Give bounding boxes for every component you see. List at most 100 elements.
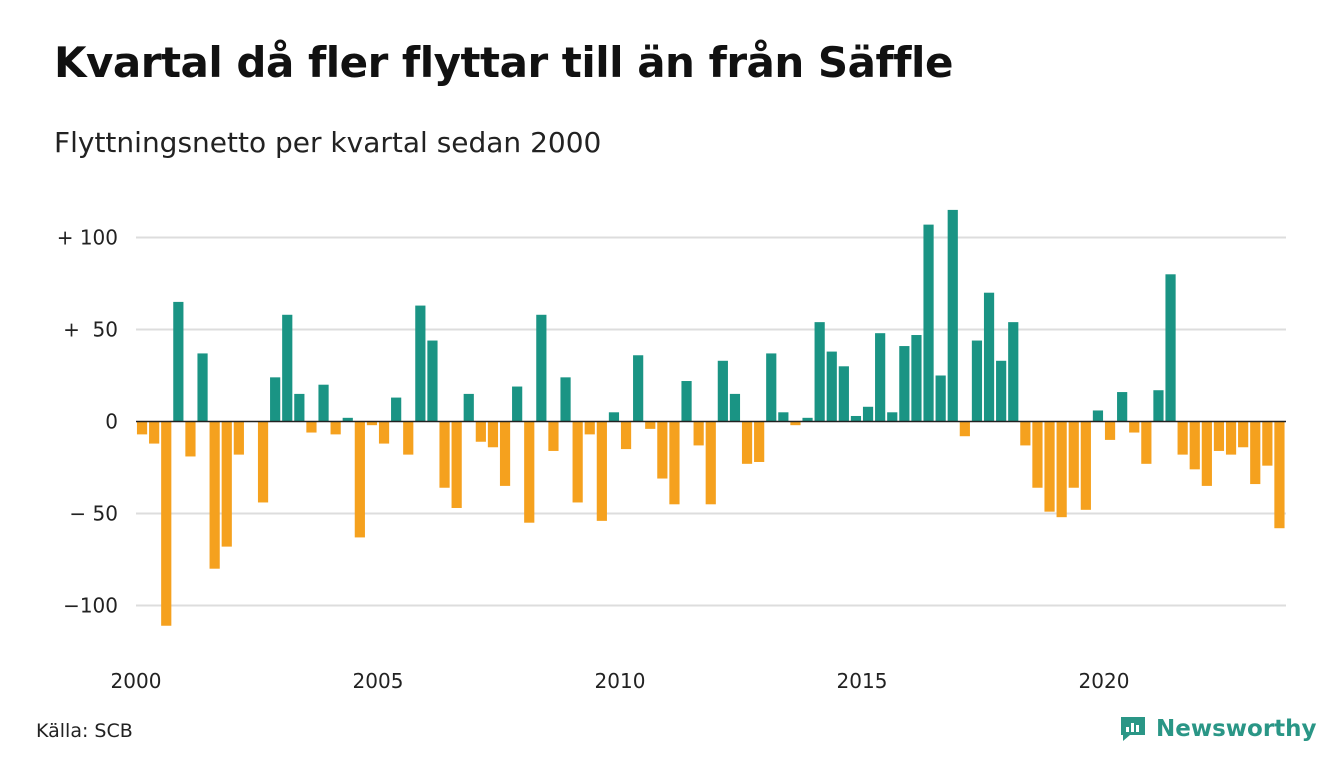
- bar-negative: [1141, 421, 1152, 464]
- bars: [136, 209, 1285, 626]
- bar-negative: [1201, 421, 1212, 486]
- bar-negative: [741, 421, 753, 464]
- bar-positive: [463, 393, 474, 422]
- y-tick-label: − 50: [69, 502, 118, 526]
- y-tick-label: 0: [105, 410, 118, 434]
- bar-negative: [1056, 421, 1067, 518]
- bar-negative: [524, 421, 535, 523]
- bar-positive: [875, 333, 886, 422]
- bar-negative: [499, 421, 511, 486]
- source-credit: Källa: SCB: [36, 720, 133, 742]
- bar-negative: [1044, 421, 1055, 512]
- bar-negative: [366, 421, 378, 426]
- bar-negative: [596, 421, 607, 521]
- y-axis-labels: + 100 + 50 0 − 50 −100: [57, 226, 118, 618]
- bar-negative: [378, 421, 390, 444]
- bar-negative: [959, 421, 970, 437]
- bar-positive: [899, 346, 910, 422]
- bar-positive: [197, 353, 208, 422]
- brand-name: Newsworthy: [1156, 716, 1317, 742]
- bar-negative: [185, 421, 196, 457]
- bar-positive: [1008, 322, 1019, 422]
- bar-negative: [439, 421, 450, 488]
- bar-negative: [1104, 421, 1116, 440]
- chart-title: Kvartal då fler flyttar till än från Säf…: [54, 38, 953, 87]
- bar-negative: [403, 421, 414, 455]
- bar-positive: [536, 314, 547, 422]
- bar-negative: [657, 421, 668, 479]
- bar-negative: [1250, 421, 1261, 485]
- bar-positive: [983, 292, 995, 422]
- bar-negative: [233, 421, 244, 455]
- bar-positive: [608, 412, 620, 422]
- bar-negative: [1177, 421, 1188, 455]
- bar-positive: [1165, 274, 1176, 422]
- bar-negative: [306, 421, 317, 433]
- bar-positive: [947, 209, 958, 422]
- bar-positive: [282, 314, 293, 422]
- bar-negative: [693, 421, 704, 446]
- bar-positive: [681, 381, 692, 422]
- bar-negative: [1129, 421, 1140, 433]
- bar-negative: [1189, 421, 1200, 470]
- bar-negative: [1080, 421, 1091, 510]
- bar-negative: [1068, 421, 1079, 488]
- bar-negative: [572, 421, 583, 503]
- bar-negative: [584, 421, 595, 435]
- bar-negative: [209, 421, 220, 569]
- brand-logo: Newsworthy: [1118, 714, 1317, 744]
- bar-negative: [790, 421, 801, 426]
- bar-positive: [729, 393, 741, 422]
- x-tick-label: 2015: [837, 669, 888, 693]
- bar-positive: [294, 393, 305, 422]
- bar-positive: [911, 335, 922, 422]
- bar-negative: [754, 421, 765, 462]
- bar-negative: [1238, 421, 1249, 448]
- bar-negative: [1262, 421, 1273, 466]
- bar-negative: [1020, 421, 1031, 446]
- bar-negative: [1032, 421, 1043, 488]
- bar-positive: [717, 360, 728, 422]
- x-axis-labels: 2000 2005 2010 2015 2020: [111, 669, 1130, 693]
- bar-positive: [935, 375, 946, 422]
- bar-positive: [838, 366, 849, 422]
- bar-negative: [221, 421, 232, 547]
- y-tick-label: + 100: [57, 226, 118, 250]
- bar-positive: [427, 340, 438, 422]
- bar-positive: [887, 412, 898, 422]
- bar-positive: [971, 340, 983, 422]
- bar-positive: [1117, 392, 1128, 422]
- bar-negative: [1213, 421, 1225, 451]
- bar-positive: [850, 415, 862, 422]
- bar-positive: [391, 397, 402, 422]
- bar-negative: [1274, 421, 1285, 529]
- grid-lines: [136, 236, 1286, 607]
- x-tick-label: 2000: [111, 669, 162, 693]
- bar-negative: [330, 421, 341, 435]
- bar-negative: [475, 421, 486, 442]
- chart-subtitle: Flyttningsnetto per kvartal sedan 2000: [54, 126, 602, 159]
- bar-positive: [270, 377, 281, 422]
- bar-positive: [173, 301, 184, 422]
- bar-negative: [645, 421, 656, 429]
- bar-positive: [1153, 390, 1164, 422]
- bar-positive: [862, 406, 874, 422]
- bar-negative: [487, 421, 499, 448]
- chart-bubble-icon: [1121, 717, 1145, 741]
- bar-positive: [415, 305, 426, 422]
- bar-positive: [512, 386, 523, 422]
- bar-positive: [923, 224, 934, 422]
- y-tick-label: + 50: [63, 318, 118, 342]
- bar-negative: [620, 421, 632, 450]
- bar-positive: [560, 377, 571, 422]
- y-tick-label: −100: [63, 594, 118, 618]
- x-tick-label: 2005: [353, 669, 404, 693]
- bar-positive: [802, 417, 813, 422]
- bar-positive: [996, 360, 1007, 422]
- bar-positive: [814, 322, 825, 422]
- bar-positive: [1092, 410, 1104, 422]
- bar-negative: [1225, 421, 1237, 455]
- bar-negative: [354, 421, 365, 538]
- bar-positive: [766, 353, 777, 422]
